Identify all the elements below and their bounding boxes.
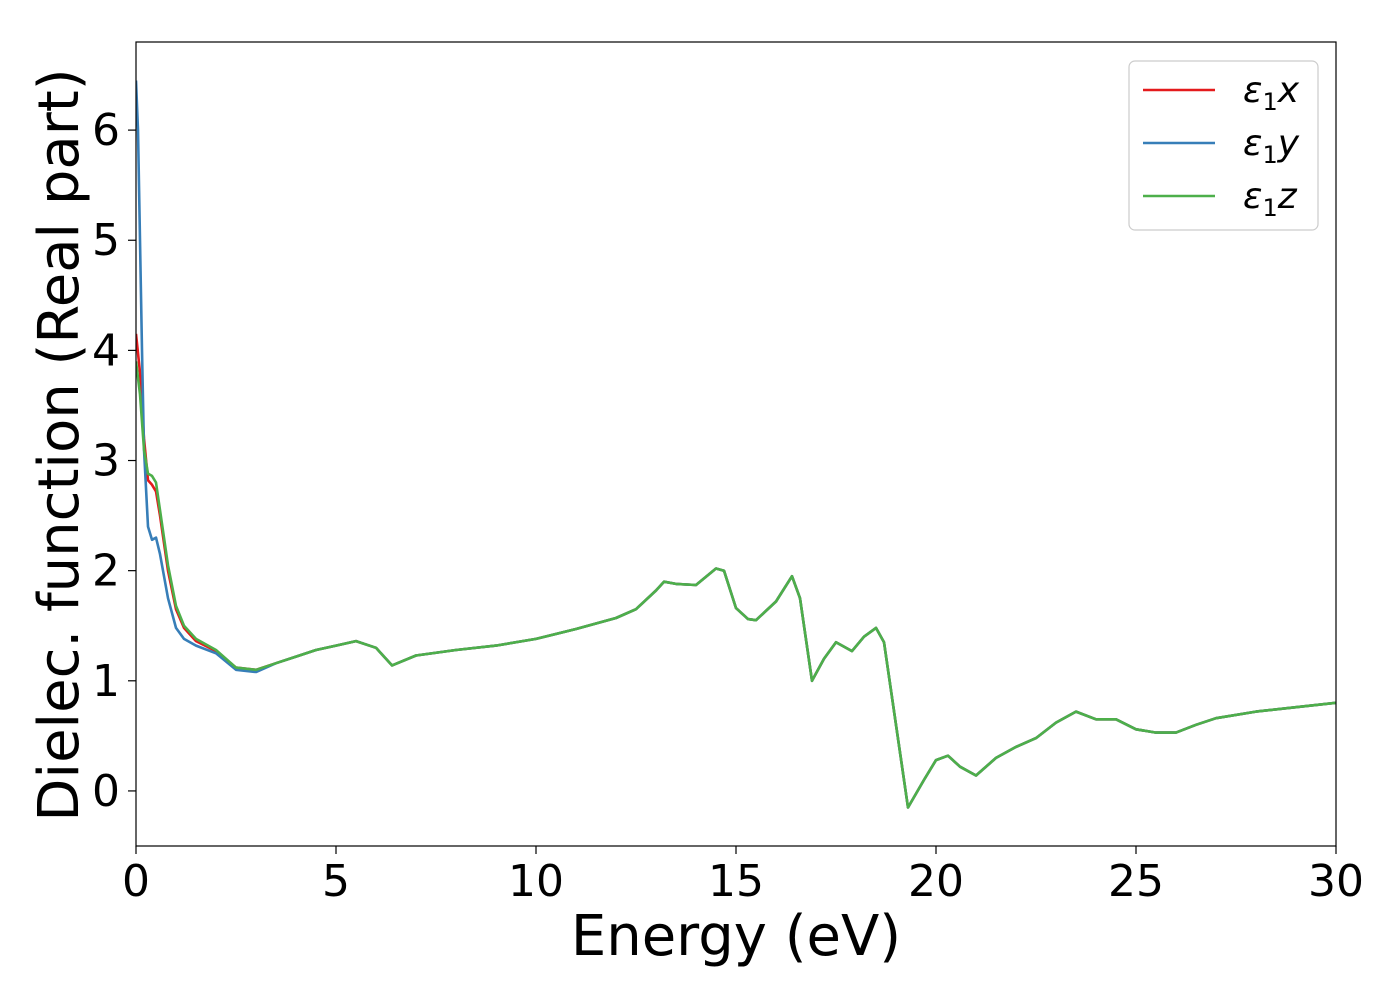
y-tick-label: 3 — [92, 436, 120, 487]
y-tick-label: 2 — [92, 546, 120, 597]
y-tick-label: 6 — [92, 105, 120, 156]
y-tick-label: 4 — [92, 325, 120, 376]
x-axis-ticks: 0 5 10 15 20 25 30 — [122, 846, 1364, 907]
legend-label: ε1y — [1243, 123, 1300, 169]
y-axis-title: Dielec. function (Real part) — [27, 68, 92, 821]
y-axis-ticks: 0 1 2 3 4 5 6 — [92, 105, 136, 817]
x-tick-label: 5 — [322, 856, 350, 907]
y-tick-label: 0 — [92, 766, 120, 817]
x-axis-title: Energy (eV) — [571, 904, 901, 969]
x-tick-label: 30 — [1308, 856, 1364, 907]
legend-label: ε1z — [1243, 176, 1298, 222]
x-tick-label: 15 — [708, 856, 764, 907]
y-tick-label: 5 — [92, 215, 120, 266]
x-tick-label: 0 — [122, 856, 150, 907]
legend-label: ε1x — [1243, 70, 1300, 116]
series-line-z — [136, 361, 1336, 809]
x-tick-label: 20 — [908, 856, 964, 907]
x-tick-label: 25 — [1108, 856, 1164, 907]
y-tick-label: 1 — [92, 656, 120, 707]
legend: ε1x ε1y ε1z — [1128, 60, 1319, 231]
series-line-x — [136, 333, 1336, 809]
x-tick-label: 10 — [508, 856, 564, 907]
legend-box — [1128, 60, 1319, 231]
